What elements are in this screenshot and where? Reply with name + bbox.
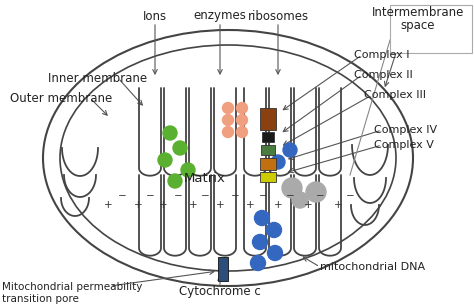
Bar	[390, 5, 472, 53]
Text: Outer membrane: Outer membrane	[10, 92, 112, 105]
Text: Mitochondrial permeability: Mitochondrial permeability	[2, 282, 142, 292]
Circle shape	[283, 143, 297, 157]
Text: enzymes: enzymes	[193, 9, 246, 22]
Circle shape	[237, 102, 247, 113]
Text: +: +	[189, 200, 197, 210]
Circle shape	[282, 178, 302, 198]
Circle shape	[253, 234, 267, 250]
Circle shape	[271, 155, 285, 169]
Text: −: −	[201, 191, 210, 201]
Text: Complex V: Complex V	[374, 140, 434, 150]
Bar	[260, 108, 276, 130]
Text: −: −	[118, 191, 127, 201]
Text: ribosomes: ribosomes	[247, 9, 309, 22]
Text: −: −	[146, 191, 155, 201]
Text: Complex II: Complex II	[354, 70, 413, 80]
Text: transition pore: transition pore	[2, 294, 79, 304]
Circle shape	[168, 174, 182, 188]
Circle shape	[158, 153, 172, 167]
Circle shape	[163, 126, 177, 140]
Circle shape	[267, 246, 283, 261]
Circle shape	[292, 192, 308, 208]
Text: Cytochrome c: Cytochrome c	[179, 285, 261, 299]
Text: Complex III: Complex III	[364, 90, 426, 100]
Text: −: −	[346, 191, 355, 201]
Text: −: −	[286, 191, 294, 201]
Circle shape	[173, 141, 187, 155]
Bar	[218, 257, 228, 281]
Text: +: +	[334, 200, 342, 210]
Text: −: −	[259, 191, 267, 201]
Circle shape	[222, 102, 234, 113]
Circle shape	[237, 126, 247, 137]
Text: Intermembrane: Intermembrane	[372, 5, 464, 19]
Text: Complex I: Complex I	[354, 50, 410, 60]
Circle shape	[266, 223, 282, 237]
Text: +: +	[104, 200, 112, 210]
Text: Inner membrane: Inner membrane	[48, 71, 147, 85]
Text: Complex IV: Complex IV	[374, 125, 437, 135]
Bar	[262, 132, 274, 142]
Text: +: +	[273, 200, 283, 210]
Text: −: −	[173, 191, 182, 201]
Circle shape	[237, 115, 247, 126]
Circle shape	[181, 163, 195, 177]
Text: +: +	[134, 200, 142, 210]
Bar	[260, 158, 276, 170]
Ellipse shape	[60, 45, 396, 271]
Text: Matrix: Matrix	[184, 171, 226, 185]
Circle shape	[222, 126, 234, 137]
Text: space: space	[401, 19, 435, 32]
Circle shape	[255, 210, 270, 226]
Text: −: −	[231, 191, 239, 201]
Text: +: +	[304, 200, 312, 210]
Circle shape	[222, 115, 234, 126]
Bar	[261, 145, 275, 155]
Circle shape	[306, 182, 326, 202]
Circle shape	[250, 255, 265, 271]
Text: −: −	[316, 191, 324, 201]
Text: +: +	[159, 200, 167, 210]
Text: +: +	[246, 200, 255, 210]
Text: Ions: Ions	[143, 9, 167, 22]
Bar	[260, 172, 276, 182]
Text: mitochondrial DNA: mitochondrial DNA	[320, 262, 425, 272]
Text: +: +	[216, 200, 224, 210]
